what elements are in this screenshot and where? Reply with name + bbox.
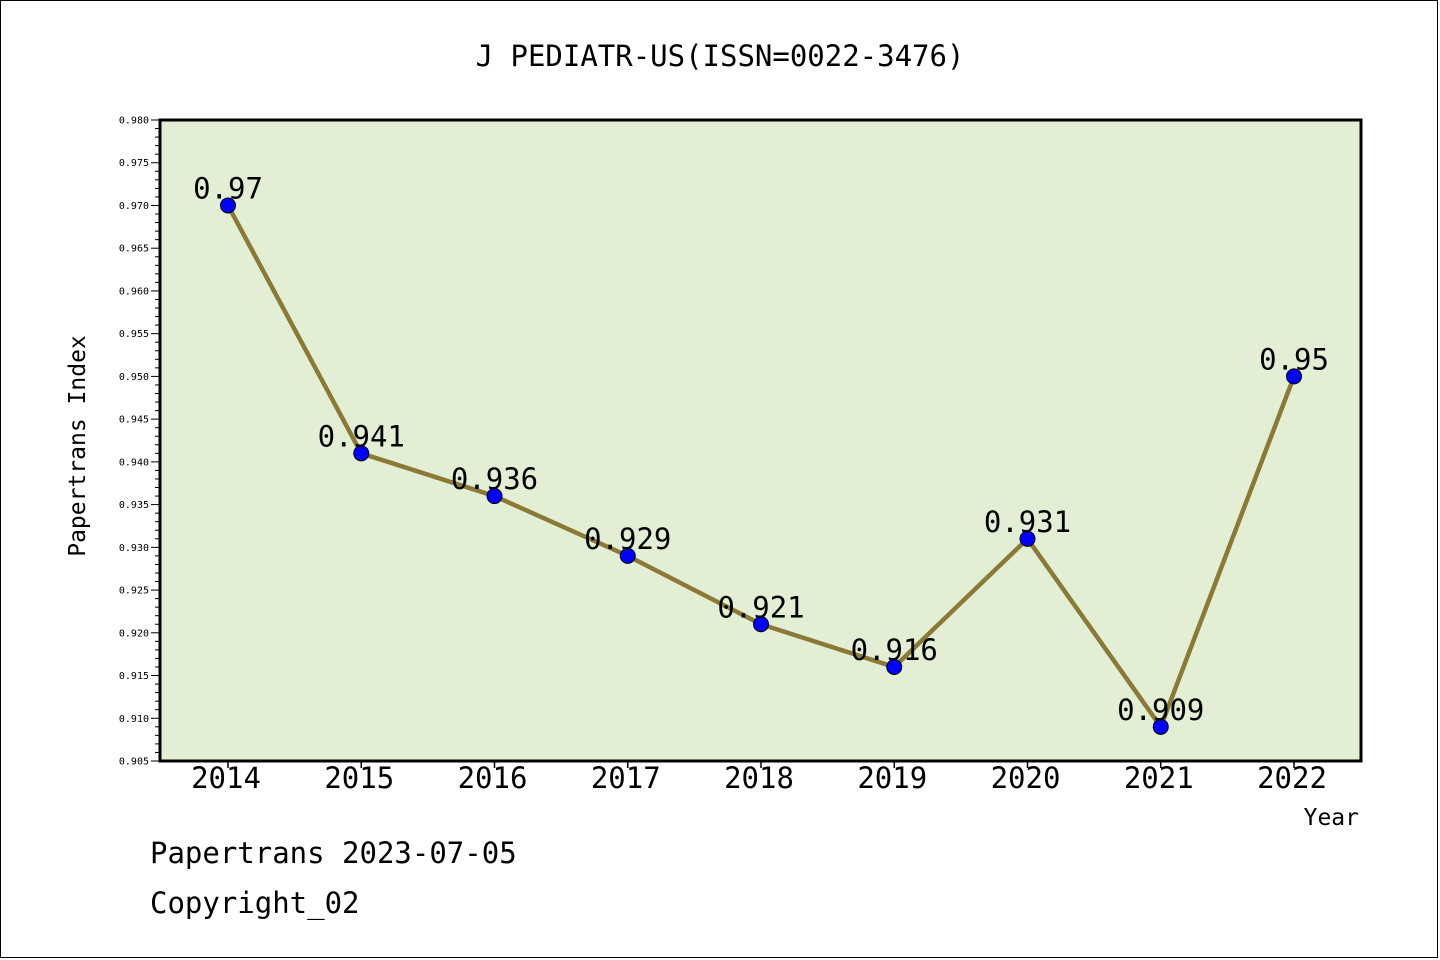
x-tick-label: 2022 <box>1257 761 1327 795</box>
data-label: 0.909 <box>1117 693 1204 727</box>
x-axis: 2014 2015 2016 2017 2018 2019 2020 2021 2022 <box>191 761 1327 795</box>
x-tick-label: 2021 <box>1124 761 1194 795</box>
x-tick-label: 2017 <box>591 761 661 795</box>
data-point <box>220 197 236 214</box>
data-point <box>886 658 903 675</box>
y-tick-label: 0.935 <box>119 500 149 511</box>
data-point <box>1019 530 1036 547</box>
y-tick-label: 0.950 <box>119 372 149 383</box>
data-label: 0.97 <box>193 171 263 205</box>
data-label: 0.941 <box>318 419 405 453</box>
data-label: 0.931 <box>984 505 1071 539</box>
data-point <box>619 547 636 564</box>
y-tick-label: 0.945 <box>119 415 149 426</box>
x-tick-label: 2016 <box>458 761 528 795</box>
data-point <box>1152 718 1169 735</box>
data-label: 0.916 <box>851 633 938 667</box>
y-tick-label: 0.955 <box>119 329 149 340</box>
x-tick-label: 2019 <box>857 761 927 795</box>
y-tick-label: 0.905 <box>119 757 149 768</box>
data-label: 0.929 <box>584 522 671 556</box>
y-tick-label: 0.965 <box>119 244 149 255</box>
y-tick-label: 0.960 <box>119 286 149 297</box>
x-tick-label: 2014 <box>191 761 261 795</box>
data-point <box>753 616 769 633</box>
x-axis-label: Year <box>1304 805 1359 831</box>
data-label: 0.936 <box>451 462 538 496</box>
y-tick-label: 0.970 <box>119 201 149 212</box>
data-point <box>1286 368 1302 385</box>
y-tick-label: 0.930 <box>119 543 149 554</box>
y-tick-label: 0.915 <box>119 671 149 682</box>
data-labels: 0.97 0.941 0.936 0.929 0.921 0.916 0.931 0.909 0… <box>193 171 1329 726</box>
y-axis-label: Papertrans Index <box>65 335 91 557</box>
x-tick-label: 2018 <box>724 761 794 795</box>
data-label: 0.921 <box>717 590 804 624</box>
y-axis: 0.905 0.910 0.915 0.920 0.925 0.930 0.935 0.940… <box>119 116 160 768</box>
data-point <box>353 445 370 462</box>
y-tick-label: 0.980 <box>119 116 149 127</box>
x-tick-label: 2020 <box>991 761 1061 795</box>
y-tick-label: 0.925 <box>119 586 149 597</box>
footer-copyright: Copyright_02 <box>150 886 360 920</box>
footer-date: Papertrans 2023-07-05 <box>150 836 517 870</box>
y-tick-label: 0.975 <box>119 158 149 169</box>
y-tick-label: 0.940 <box>119 457 149 468</box>
data-point <box>486 488 503 505</box>
y-tick-label: 0.910 <box>119 714 149 725</box>
data-points <box>220 197 1302 735</box>
y-tick-label: 0.920 <box>119 628 149 639</box>
plot-area <box>158 118 1363 763</box>
data-label: 0.95 <box>1259 342 1329 376</box>
chart-title: J PEDIATR-US(ISSN=0022-3476) <box>476 39 965 73</box>
x-tick-label: 2015 <box>324 761 394 795</box>
